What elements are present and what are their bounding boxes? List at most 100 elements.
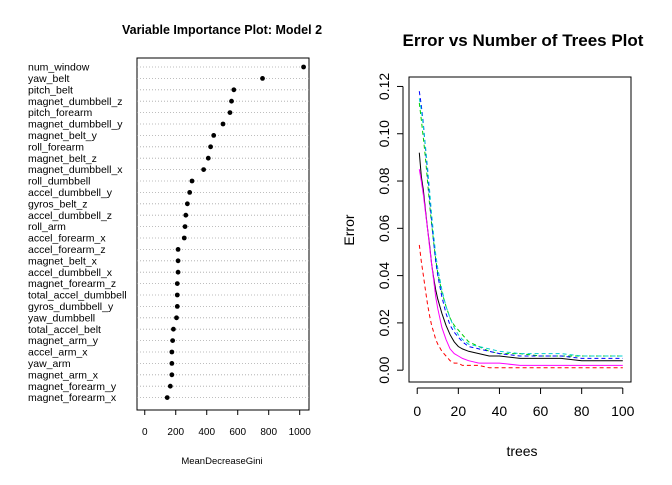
importance-point (167, 383, 173, 389)
importance-variable-label: magnet_forearm_x (28, 392, 117, 404)
error-x-axis: 0 20 40 60 80 100 (413, 387, 635, 419)
importance-point (301, 64, 306, 70)
error-y-axis-label: Error (341, 214, 357, 245)
importance-variable-label: magnet_dumbbell_x (28, 164, 123, 176)
importance-variable-label: roll_arm (28, 221, 66, 233)
error-x-tick-label: 60 (533, 403, 549, 419)
importance-variable-label: accel_forearm_x (28, 233, 106, 245)
importance-variable-label: accel_dumbbell_x (28, 267, 113, 279)
importance-grid (137, 66, 309, 399)
importance-point (182, 224, 188, 230)
importance-variable-label: magnet_belt_y (28, 130, 98, 142)
importance-variable-labels: num_windowyaw_beltpitch_beltmagnet_dumbb… (28, 62, 127, 405)
importance-x-axis: 0 200 400 600 800 1000 (142, 409, 312, 438)
importance-point (260, 76, 265, 81)
error-y-tick-label: 0.04 (376, 262, 392, 289)
importance-point (183, 212, 189, 218)
importance-x-tick-label: 1000 (289, 427, 312, 438)
error-x-tick-label: 80 (574, 403, 590, 419)
importance-point (174, 292, 180, 298)
importance-point (220, 121, 226, 127)
error-y-tick-label: 0.12 (376, 73, 392, 100)
importance-point (211, 133, 217, 138)
importance-variable-label: yaw_dumbbell (28, 312, 95, 324)
error-y-tick-label: 0.00 (376, 356, 392, 383)
importance-point (174, 281, 180, 286)
importance-point (169, 349, 175, 355)
error-series-line (418, 169, 623, 366)
error-series-line (418, 244, 623, 369)
importance-point (184, 201, 190, 207)
error-series-lines (418, 91, 623, 369)
importance-point (170, 338, 176, 343)
importance-x-tick-label: 0 (142, 427, 148, 438)
importance-variable-label: magnet_arm_y (28, 335, 99, 347)
importance-point (205, 155, 211, 161)
error-x-tick-label: 40 (492, 403, 508, 419)
error-plot: Error vs Number of Trees Plot 0 20 40 60 80 1… (341, 31, 644, 459)
importance-point (171, 326, 176, 332)
importance-point (175, 247, 181, 252)
importance-point (231, 87, 237, 93)
importance-variable-label: yaw_belt (28, 73, 70, 85)
importance-variable-label: accel_arm_x (28, 347, 88, 359)
importance-variable-label: pitch_belt (28, 84, 73, 96)
error-x-axis-label: trees (506, 443, 537, 459)
importance-variable-label: total_accel_belt (28, 324, 101, 336)
importance-point (187, 190, 193, 195)
importance-variable-label: accel_forearm_z (28, 244, 106, 256)
importance-point (164, 395, 170, 400)
importance-points (164, 64, 306, 400)
importance-variable-label: magnet_belt_z (28, 153, 97, 165)
importance-point (201, 167, 207, 173)
importance-x-axis-label: MeanDecreaseGini (181, 456, 262, 467)
importance-x-tick-label: 400 (198, 427, 215, 438)
error-y-tick-label: 0.06 (376, 214, 392, 241)
error-series-line (418, 98, 623, 357)
importance-variable-label: roll_forearm (28, 141, 84, 153)
importance-point (181, 235, 187, 241)
importance-point (227, 110, 233, 115)
importance-variable-label: magnet_belt_x (28, 255, 98, 267)
importance-plot-title: Variable Importance Plot: Model 2 (122, 23, 322, 37)
error-x-tick-label: 0 (413, 403, 421, 419)
importance-point (208, 144, 214, 150)
importance-variable-label: total_accel_dumbbell (28, 290, 127, 302)
importance-variable-label: pitch_forearm (28, 107, 92, 119)
importance-variable-label: accel_dumbbell_z (28, 210, 112, 222)
importance-variable-label: gyros_belt_z (28, 198, 88, 210)
importance-variable-label: magnet_forearm_y (28, 381, 117, 393)
importance-variable-label: magnet_forearm_z (28, 278, 116, 290)
error-x-tick-label: 100 (611, 403, 635, 419)
error-series-line (418, 102, 623, 357)
importance-point (175, 258, 181, 264)
importance-variable-label: yaw_arm (28, 358, 71, 370)
importance-x-tick-label: 800 (260, 427, 277, 438)
error-plot-title: Error vs Number of Trees Plot (403, 31, 644, 50)
importance-x-tick-label: 200 (167, 427, 184, 438)
importance-variable-label: magnet_dumbbell_z (28, 96, 123, 108)
importance-plot: Variable Importance Plot: Model 2 num_wi… (28, 23, 322, 467)
importance-variable-label: gyros_dumbbell_y (28, 301, 114, 313)
error-x-tick-label: 20 (451, 403, 467, 419)
importance-x-tick-label: 600 (229, 427, 246, 438)
importance-plot-frame (136, 57, 310, 411)
error-series-line (418, 152, 623, 362)
error-plot-frame (408, 76, 632, 383)
importance-point (175, 269, 181, 275)
error-y-tick-label: 0.02 (376, 309, 392, 336)
importance-point (174, 315, 179, 321)
importance-point (229, 98, 234, 104)
importance-variable-label: accel_dumbbell_y (28, 187, 113, 199)
importance-variable-label: magnet_arm_x (28, 369, 99, 381)
importance-variable-label: roll_dumbbell (28, 176, 90, 188)
importance-variable-label: num_window (28, 62, 90, 74)
error-y-axis: 0.00 0.02 0.04 0.06 0.08 0.10 0.12 (376, 73, 404, 384)
error-y-tick-label: 0.08 (376, 167, 392, 194)
importance-point (189, 178, 195, 184)
importance-variable-label: magnet_dumbbell_y (28, 119, 123, 131)
importance-point (174, 304, 180, 309)
error-y-tick-label: 0.10 (376, 120, 392, 147)
